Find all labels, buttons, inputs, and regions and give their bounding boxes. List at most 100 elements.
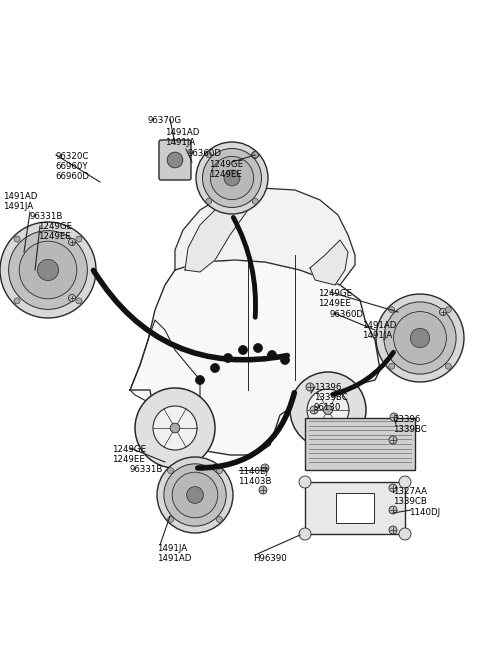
Circle shape: [157, 457, 233, 533]
Circle shape: [239, 346, 248, 354]
Circle shape: [172, 472, 218, 518]
Text: 1249EE: 1249EE: [318, 299, 351, 308]
Circle shape: [187, 487, 204, 503]
Circle shape: [299, 476, 311, 488]
Circle shape: [280, 356, 289, 365]
Text: 66960Y: 66960Y: [55, 162, 88, 171]
Text: 1491AD: 1491AD: [362, 321, 396, 330]
Circle shape: [196, 142, 268, 214]
Circle shape: [389, 436, 397, 444]
Circle shape: [440, 308, 446, 316]
Circle shape: [252, 198, 258, 204]
Circle shape: [384, 302, 456, 374]
Circle shape: [206, 152, 212, 158]
Text: 1339CB: 1339CB: [393, 497, 427, 506]
Circle shape: [389, 484, 397, 492]
Circle shape: [9, 231, 87, 310]
Circle shape: [211, 363, 219, 373]
Circle shape: [307, 389, 349, 431]
Circle shape: [445, 363, 451, 369]
Circle shape: [253, 344, 263, 352]
Text: 96370G: 96370G: [147, 116, 181, 125]
Text: 96360D: 96360D: [330, 310, 364, 319]
Text: H96390: H96390: [253, 554, 287, 563]
Circle shape: [195, 375, 204, 384]
Circle shape: [76, 236, 82, 242]
Text: 96331B: 96331B: [30, 212, 63, 221]
Circle shape: [69, 239, 75, 245]
Circle shape: [389, 363, 395, 369]
Polygon shape: [310, 240, 348, 285]
Text: 1140EJ: 1140EJ: [238, 467, 268, 476]
Circle shape: [37, 259, 59, 281]
Circle shape: [170, 423, 180, 433]
Circle shape: [389, 526, 397, 534]
Polygon shape: [130, 260, 380, 455]
Circle shape: [399, 528, 411, 540]
Polygon shape: [175, 188, 355, 285]
Polygon shape: [130, 320, 200, 430]
Text: 96360D: 96360D: [187, 149, 221, 158]
Circle shape: [376, 294, 464, 382]
FancyBboxPatch shape: [159, 140, 191, 180]
Text: 1249EE: 1249EE: [209, 170, 242, 179]
Circle shape: [394, 312, 446, 364]
Text: 1249GE: 1249GE: [318, 289, 352, 298]
Text: 1249EE: 1249EE: [112, 455, 145, 464]
Bar: [305, 418, 415, 470]
Circle shape: [210, 156, 253, 199]
Circle shape: [261, 464, 269, 472]
Circle shape: [310, 406, 318, 414]
Text: 1249GE: 1249GE: [38, 222, 72, 231]
Text: 1491JA: 1491JA: [157, 544, 187, 553]
Text: 1491JA: 1491JA: [3, 202, 33, 211]
Circle shape: [69, 295, 75, 302]
Text: 1327AA: 1327AA: [393, 487, 427, 496]
Circle shape: [14, 298, 20, 304]
Circle shape: [389, 506, 397, 514]
Text: 1249GE: 1249GE: [112, 445, 146, 454]
Text: 1491AD: 1491AD: [165, 128, 199, 137]
Circle shape: [267, 350, 276, 359]
Text: 96130: 96130: [314, 403, 341, 412]
Text: 1140DJ: 1140DJ: [409, 508, 440, 517]
Circle shape: [399, 476, 411, 488]
Circle shape: [252, 152, 259, 159]
Text: 13396: 13396: [314, 383, 341, 392]
FancyBboxPatch shape: [336, 493, 374, 523]
Circle shape: [216, 516, 222, 522]
Circle shape: [224, 354, 232, 363]
Text: 1491JA: 1491JA: [362, 331, 392, 340]
Text: 11403B: 11403B: [238, 477, 272, 486]
Text: 1491AD: 1491AD: [157, 554, 192, 563]
Circle shape: [299, 528, 311, 540]
Circle shape: [259, 486, 267, 494]
Circle shape: [252, 152, 258, 158]
Circle shape: [167, 152, 183, 168]
Circle shape: [390, 413, 398, 421]
Circle shape: [290, 372, 366, 448]
Circle shape: [410, 328, 430, 348]
Circle shape: [203, 148, 262, 207]
Circle shape: [135, 388, 215, 468]
Polygon shape: [185, 196, 248, 272]
Circle shape: [324, 405, 333, 415]
Circle shape: [216, 468, 222, 474]
Circle shape: [445, 307, 451, 313]
Text: 13396: 13396: [393, 415, 420, 424]
Circle shape: [224, 170, 240, 186]
Circle shape: [389, 307, 395, 313]
Circle shape: [164, 464, 226, 526]
Text: 66960D: 66960D: [55, 172, 89, 181]
Text: 1339BC: 1339BC: [393, 425, 427, 434]
Circle shape: [168, 468, 174, 474]
Text: 96320C: 96320C: [55, 152, 88, 161]
Circle shape: [206, 198, 212, 204]
Text: 1491AD: 1491AD: [3, 192, 37, 201]
Circle shape: [306, 383, 314, 391]
Text: 1339BC: 1339BC: [314, 393, 348, 402]
Circle shape: [0, 222, 96, 318]
Bar: [305, 482, 405, 534]
Circle shape: [14, 236, 20, 242]
Text: 1249EE: 1249EE: [38, 232, 71, 241]
